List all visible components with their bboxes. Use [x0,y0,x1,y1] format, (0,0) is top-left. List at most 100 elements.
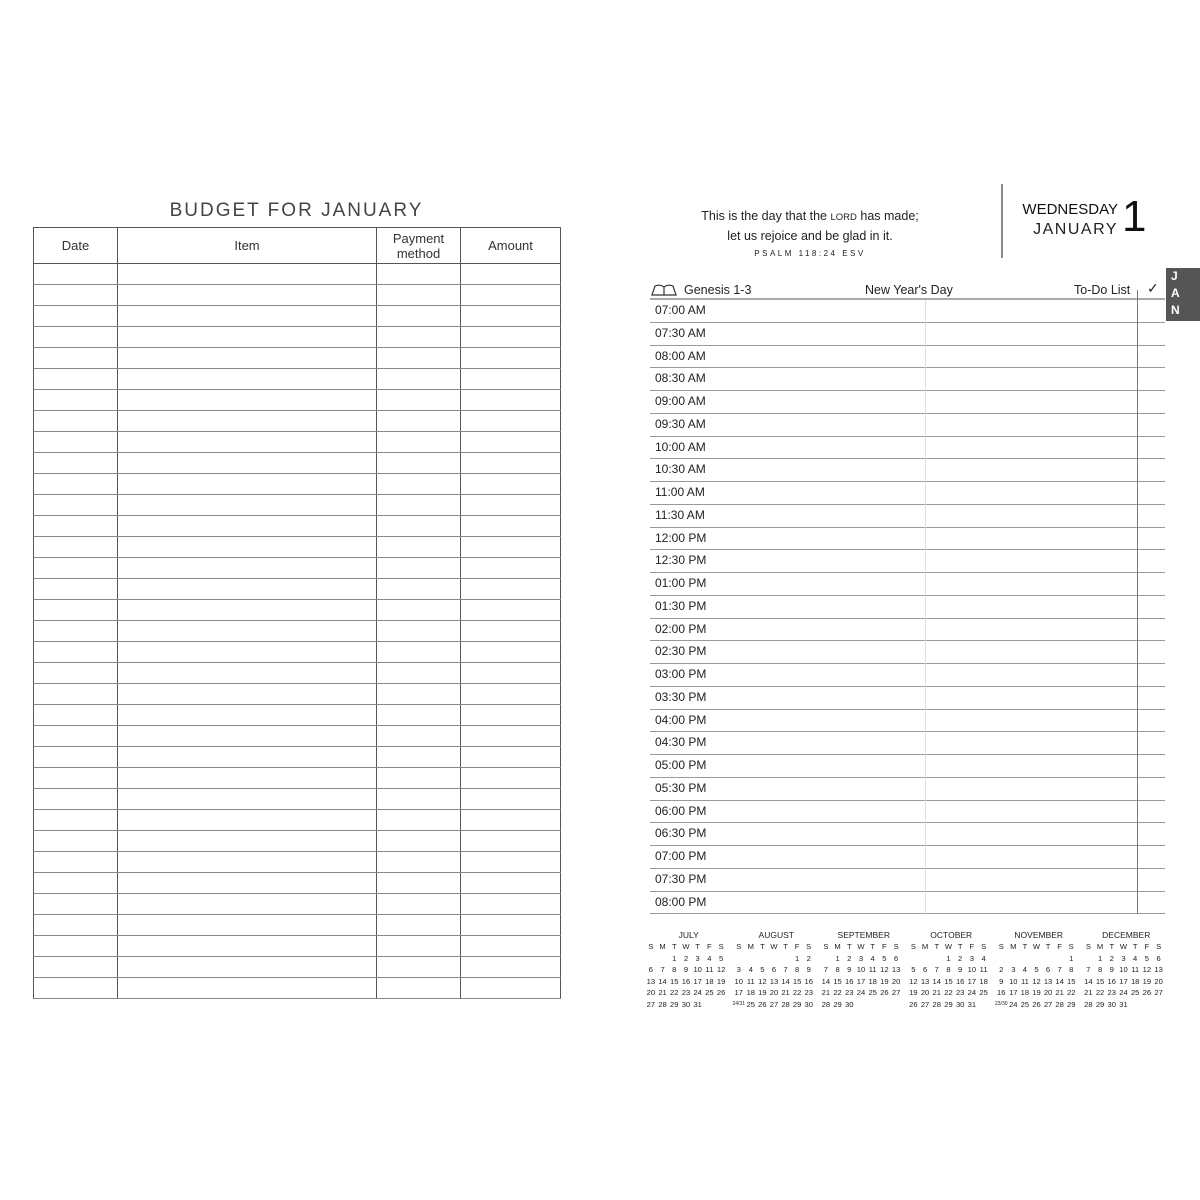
budget-cell[interactable] [33,305,118,327]
budget-cell[interactable] [117,452,377,474]
budget-cell[interactable] [376,977,461,999]
budget-cell[interactable] [117,263,377,285]
time-slot[interactable]: 07:00 AM [650,300,1165,323]
budget-cell[interactable] [117,977,377,999]
budget-cell[interactable] [376,809,461,831]
budget-cell[interactable] [460,368,561,390]
budget-cell[interactable] [33,788,118,810]
budget-cell[interactable] [33,683,118,705]
time-slot[interactable]: 06:30 PM [650,823,1165,846]
time-slot[interactable]: 07:30 AM [650,323,1165,346]
time-slot[interactable]: 11:00 AM [650,482,1165,505]
budget-cell[interactable] [33,410,118,432]
budget-cell[interactable] [460,956,561,978]
budget-cell[interactable] [33,662,118,684]
budget-cell[interactable] [33,368,118,390]
budget-cell[interactable] [460,515,561,537]
budget-cell[interactable] [460,788,561,810]
budget-cell[interactable] [33,914,118,936]
budget-cell[interactable] [376,914,461,936]
month-tab[interactable]: J A N [1166,268,1200,321]
budget-cell[interactable] [460,683,561,705]
time-slot[interactable]: 08:00 AM [650,346,1165,369]
budget-cell[interactable] [376,284,461,306]
budget-cell[interactable] [33,746,118,768]
budget-cell[interactable] [460,389,561,411]
budget-cell[interactable] [117,473,377,495]
budget-cell[interactable] [33,494,118,516]
budget-cell[interactable] [460,830,561,852]
budget-cell[interactable] [376,788,461,810]
budget-cell[interactable] [33,830,118,852]
budget-cell[interactable] [117,620,377,642]
budget-cell[interactable] [460,494,561,516]
budget-cell[interactable] [460,410,561,432]
budget-cell[interactable] [376,263,461,285]
time-slot[interactable]: 03:30 PM [650,687,1165,710]
time-slot[interactable]: 09:00 AM [650,391,1165,414]
time-slot[interactable]: 04:30 PM [650,732,1165,755]
budget-cell[interactable] [117,809,377,831]
budget-cell[interactable] [117,326,377,348]
budget-cell[interactable] [117,746,377,768]
budget-cell[interactable] [460,704,561,726]
budget-cell[interactable] [376,473,461,495]
budget-cell[interactable] [117,641,377,663]
budget-cell[interactable] [33,347,118,369]
time-slot[interactable]: 10:00 AM [650,437,1165,460]
budget-cell[interactable] [117,578,377,600]
budget-cell[interactable] [460,536,561,558]
budget-cell[interactable] [460,431,561,453]
budget-cell[interactable] [376,536,461,558]
budget-cell[interactable] [33,851,118,873]
budget-cell[interactable] [460,641,561,663]
budget-cell[interactable] [460,893,561,915]
budget-cell[interactable] [376,725,461,747]
budget-cell[interactable] [460,662,561,684]
time-slot[interactable]: 07:30 PM [650,869,1165,892]
budget-cell[interactable] [460,452,561,474]
budget-cell[interactable] [460,935,561,957]
budget-cell[interactable] [117,704,377,726]
budget-cell[interactable] [460,767,561,789]
budget-cell[interactable] [117,368,377,390]
time-slot[interactable]: 12:00 PM [650,528,1165,551]
budget-cell[interactable] [33,473,118,495]
budget-cell[interactable] [376,515,461,537]
time-slot[interactable]: 08:00 PM [650,892,1165,915]
budget-cell[interactable] [460,347,561,369]
budget-cell[interactable] [376,641,461,663]
time-slot[interactable]: 01:30 PM [650,596,1165,619]
budget-cell[interactable] [117,788,377,810]
budget-cell[interactable] [117,284,377,306]
budget-cell[interactable] [33,452,118,474]
budget-cell[interactable] [117,683,377,705]
budget-cell[interactable] [117,914,377,936]
time-slot[interactable]: 08:30 AM [650,368,1165,391]
budget-cell[interactable] [460,725,561,747]
budget-cell[interactable] [33,536,118,558]
budget-cell[interactable] [376,599,461,621]
budget-cell[interactable] [33,263,118,285]
budget-cell[interactable] [33,641,118,663]
budget-cell[interactable] [460,284,561,306]
time-slot[interactable]: 12:30 PM [650,550,1165,573]
budget-cell[interactable] [376,494,461,516]
budget-cell[interactable] [117,662,377,684]
budget-cell[interactable] [460,977,561,999]
budget-cell[interactable] [33,515,118,537]
budget-cell[interactable] [460,746,561,768]
time-slot[interactable]: 04:00 PM [650,710,1165,733]
budget-cell[interactable] [376,305,461,327]
budget-cell[interactable] [376,767,461,789]
time-slot[interactable]: 02:00 PM [650,619,1165,642]
budget-cell[interactable] [117,305,377,327]
budget-cell[interactable] [117,389,377,411]
budget-cell[interactable] [117,851,377,873]
budget-cell[interactable] [117,830,377,852]
time-slot[interactable]: 02:30 PM [650,641,1165,664]
budget-cell[interactable] [33,389,118,411]
budget-cell[interactable] [376,347,461,369]
budget-cell[interactable] [33,872,118,894]
budget-cell[interactable] [117,872,377,894]
